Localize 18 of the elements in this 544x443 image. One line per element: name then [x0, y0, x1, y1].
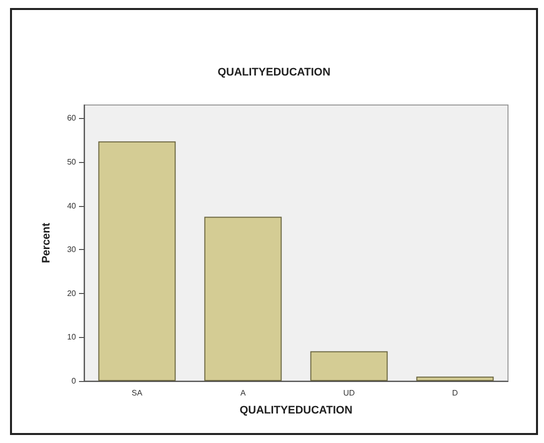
bar: [98, 141, 176, 381]
x-tick-label: A: [240, 388, 246, 398]
bar: [416, 376, 494, 381]
y-tick-label: 20: [67, 288, 77, 298]
y-tick-label: 10: [67, 332, 77, 342]
bar: [310, 351, 388, 381]
x-tick-label: SA: [132, 388, 143, 398]
bar: [204, 216, 282, 381]
x-tick-label: UD: [343, 388, 355, 398]
y-tick-label: 30: [67, 245, 77, 254]
y-tick-label: 60: [67, 114, 77, 123]
y-tick-label: 40: [67, 201, 77, 210]
y-tick-label: 0: [72, 376, 77, 386]
chart-title: QUALITYEDUCATION: [218, 66, 330, 78]
y-axis-title: Percent: [40, 222, 52, 264]
y-tick-label: 50: [67, 157, 77, 166]
x-axis-title: QUALITYEDUCATION: [240, 404, 352, 416]
x-tick-label: D: [452, 388, 458, 398]
